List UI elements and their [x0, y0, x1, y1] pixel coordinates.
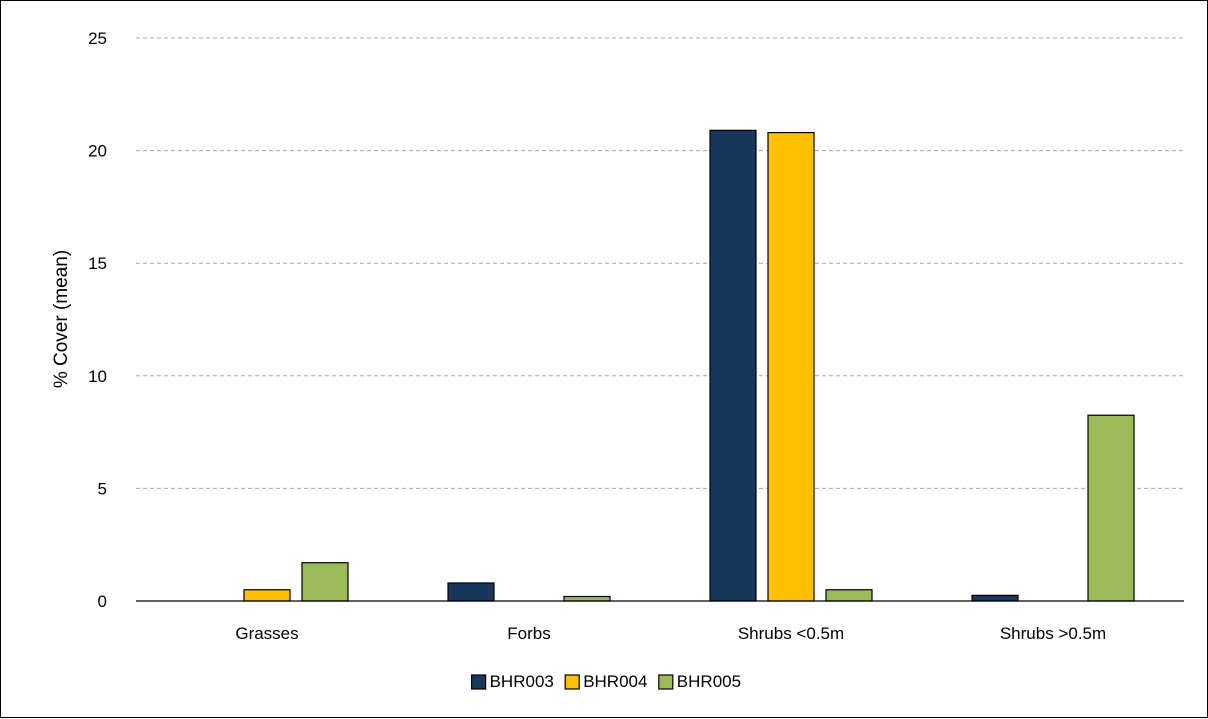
x-tick-label: Shrubs >0.5m — [1000, 624, 1106, 643]
bars — [243, 129, 1135, 602]
y-tick-label: 0 — [98, 592, 107, 611]
legend-label-bhr003: BHR003 — [490, 672, 554, 691]
x-tick-label: Shrubs <0.5m — [738, 624, 844, 643]
y-tick-label: 20 — [88, 142, 107, 161]
y-tick-label: 25 — [88, 29, 107, 48]
bar-bhr005-0 — [301, 562, 349, 602]
legend-swatch-bhr003 — [471, 674, 487, 690]
bar-bhr004-0 — [243, 589, 291, 602]
legend-label-bhr005: BHR005 — [677, 672, 741, 691]
x-tick-label: Forbs — [507, 624, 550, 643]
legend-label-bhr004: BHR004 — [583, 672, 647, 691]
bar-bhr003-1 — [447, 582, 495, 602]
y-axis-title: % Cover (mean) — [51, 250, 72, 388]
x-tick-label: Grasses — [235, 624, 298, 643]
legend-swatch-bhr005 — [658, 674, 674, 690]
legend-swatch-bhr004 — [564, 674, 580, 690]
bar-bhr004-2 — [767, 131, 815, 602]
axes: 0 5 10 15 20 25 Grasses Forbs Shrubs <0.5m Shrubs… — [88, 29, 1184, 643]
bar-bhr003-2 — [709, 129, 757, 602]
gridlines — [136, 37, 1184, 489]
bar-bhr005-1 — [563, 595, 611, 602]
bar-bhr005-3 — [1087, 414, 1135, 602]
y-tick-label: 5 — [98, 479, 107, 498]
y-tick-label: 15 — [88, 254, 107, 273]
bar-bhr003-3 — [971, 594, 1019, 602]
bar-bhr005-2 — [825, 589, 873, 602]
legend: BHR003 BHR004 BHR005 — [471, 672, 741, 691]
y-tick-label: 10 — [88, 367, 107, 386]
